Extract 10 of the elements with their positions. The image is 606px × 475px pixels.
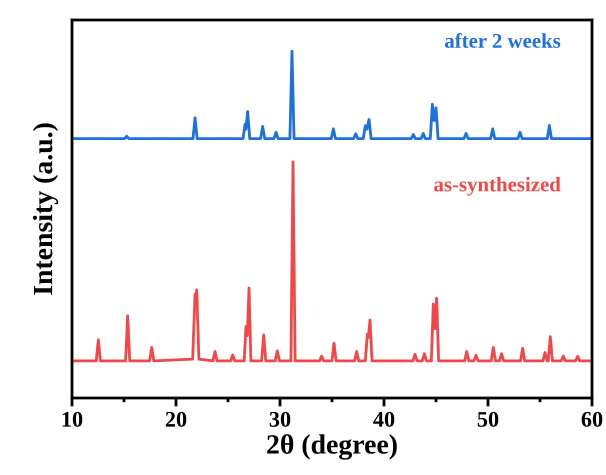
x-tick-label: 60 xyxy=(582,412,602,427)
x-axis-title: 2θ (degree) xyxy=(267,434,397,460)
x-tick-label: 20 xyxy=(166,412,186,427)
x-tick-label: 50 xyxy=(478,412,498,427)
x-tick-label: 40 xyxy=(373,412,394,427)
text: as-synthesized xyxy=(434,176,561,196)
x-tick-label: 10 xyxy=(62,412,82,427)
text: after 2 weeks xyxy=(444,33,560,48)
y-axis-title: Intensity (a.u.) xyxy=(32,123,58,295)
x-tick-label: 30 xyxy=(270,412,290,427)
